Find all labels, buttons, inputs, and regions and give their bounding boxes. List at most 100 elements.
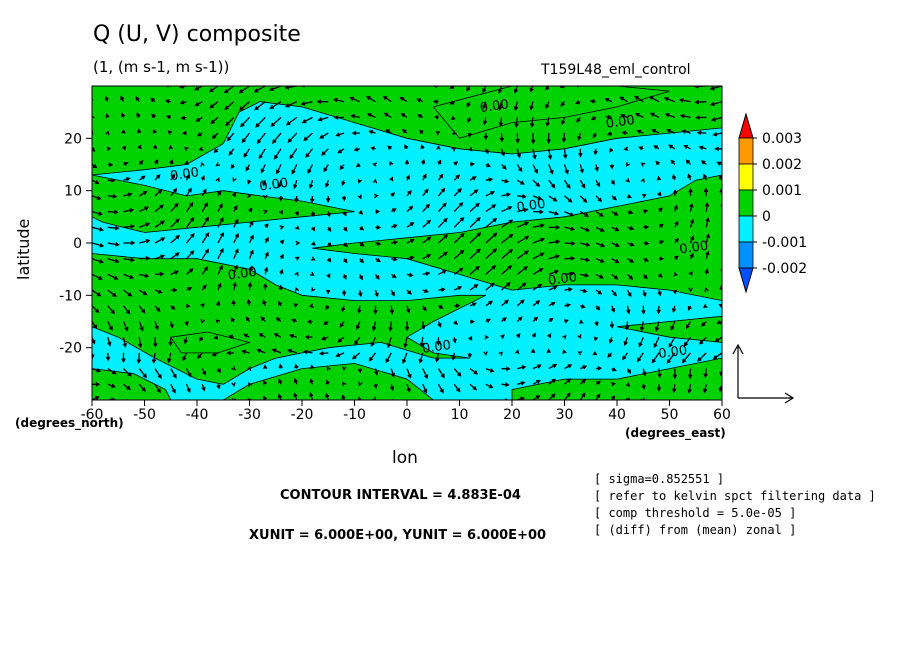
wind-arrow [389, 305, 395, 315]
wind-arrow [194, 101, 203, 107]
x-tick-label: -60 [81, 407, 104, 423]
wind-arrow [388, 321, 393, 332]
wind-arrow [595, 179, 601, 188]
wind-arrow [514, 117, 519, 128]
wind-arrow [716, 161, 722, 166]
wind-arrow [310, 364, 315, 370]
wind-arrow [453, 368, 462, 377]
x-tick-label: 60 [713, 407, 731, 423]
wind-arrow [422, 384, 428, 394]
wind-arrow [309, 271, 315, 276]
wind-arrow [262, 179, 267, 187]
wind-arrow [449, 100, 455, 105]
wind-arrow [327, 226, 332, 233]
wind-arrow [501, 299, 509, 307]
wind-arrow [501, 192, 512, 197]
wind-arrow [709, 101, 722, 107]
wind-arrow [310, 211, 316, 218]
wind-arrow [498, 101, 503, 111]
wind-arrow [657, 399, 659, 400]
wind-arrow [357, 368, 363, 374]
wind-arrow [595, 273, 604, 279]
wind-arrow [228, 148, 235, 156]
wind-arrow [319, 132, 329, 139]
wind-arrow [658, 240, 665, 245]
plot-area: 0.000.000.000.000.000.000.000.000.00 0.00 [92, 86, 722, 400]
wind-arrow [564, 319, 569, 324]
wind-arrow [287, 348, 298, 354]
x-tick-label: -50 [133, 407, 156, 423]
wind-arrow [501, 178, 510, 184]
wind-arrow [120, 112, 126, 118]
wind-arrow [302, 349, 313, 355]
wind-arrow [321, 148, 329, 156]
colorbar-label: -0.002 [762, 261, 807, 277]
wind-arrow [201, 284, 207, 291]
wind-arrow [168, 337, 173, 347]
wind-arrow [577, 132, 582, 141]
wind-arrow [501, 164, 507, 170]
wind-arrow [643, 224, 650, 230]
wind-arrow [685, 321, 692, 330]
wind-arrow [136, 112, 141, 118]
wind-arrow [547, 148, 553, 160]
wind-arrow [563, 179, 571, 189]
y-tick-label: -10 [59, 288, 82, 304]
wind-arrow [671, 174, 677, 181]
x-tick-label: -40 [186, 407, 209, 423]
wind-arrow [279, 253, 284, 260]
wind-arrow [627, 258, 635, 263]
wind-arrow [548, 254, 561, 260]
wind-arrow [201, 248, 209, 260]
wind-arrow [532, 300, 541, 307]
wind-arrow [406, 368, 412, 379]
wind-arrow [485, 191, 495, 197]
wind-arrow [438, 287, 446, 292]
wind-arrow [185, 217, 195, 228]
wind-arrow [386, 337, 392, 349]
wind-arrow [513, 86, 519, 94]
wind-arrow [666, 352, 676, 364]
wind-arrow [247, 179, 252, 185]
wind-arrow [546, 348, 551, 354]
wind-arrow [532, 395, 541, 400]
wind-arrow [578, 148, 583, 158]
wind-arrow [256, 348, 266, 354]
wind-arrow [262, 299, 267, 307]
wind-arrow [273, 333, 282, 338]
wind-arrow [233, 232, 239, 244]
wind-arrow [702, 303, 708, 308]
wind-arrow [245, 164, 251, 172]
wind-arrow [516, 299, 525, 307]
wind-arrow [123, 273, 135, 280]
wind-arrow [246, 366, 252, 371]
wind-arrow [209, 101, 219, 109]
wind-arrow [580, 365, 588, 370]
wind-arrow [420, 144, 425, 150]
wind-arrow [513, 101, 519, 112]
x-tick-label: 30 [556, 407, 574, 423]
note-line: [ sigma=0.852551 ] [594, 472, 725, 486]
x-tick-label: 50 [661, 407, 679, 423]
wind-arrow [595, 258, 605, 263]
wind-arrow [453, 161, 459, 166]
wind-arrow [342, 381, 347, 387]
wind-arrow [92, 305, 100, 314]
wind-arrow [194, 86, 203, 91]
y-tick-label: 20 [64, 131, 82, 147]
wind-arrow [248, 265, 254, 275]
wind-arrow [301, 116, 313, 124]
wind-arrow [358, 381, 363, 387]
wind-arrow [358, 274, 363, 281]
wind-arrow [185, 173, 190, 181]
wind-arrow [186, 399, 188, 400]
field-positive-region [92, 368, 172, 400]
field-positive-region [616, 315, 722, 343]
wind-arrow [326, 257, 332, 263]
wind-arrow [170, 252, 180, 260]
wind-arrow [279, 225, 285, 230]
wind-arrow [318, 351, 329, 356]
wind-arrow [483, 133, 489, 141]
wind-arrow [575, 100, 581, 105]
wind-arrow [421, 321, 426, 330]
